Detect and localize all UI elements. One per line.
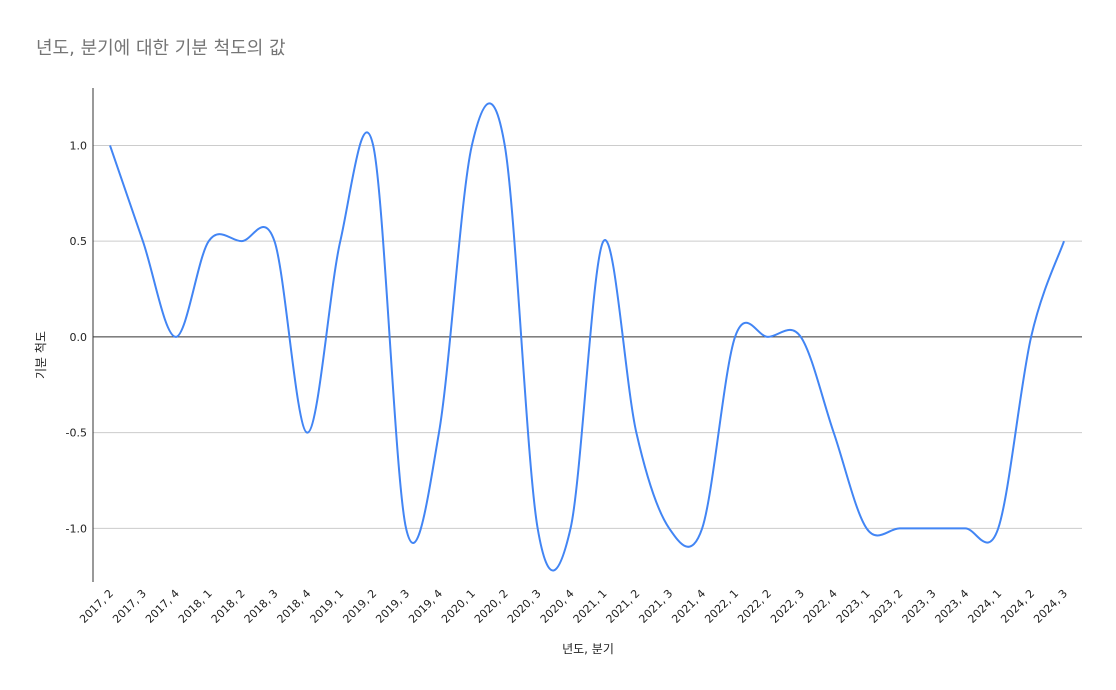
x-tick-label: 2017, 4 [143,587,182,626]
x-tick-label: 2023, 4 [933,587,972,626]
x-tick-label: 2019, 2 [340,587,379,626]
x-tick-label: 2024, 3 [1031,587,1070,626]
y-tick-label: -1.0 [66,522,87,535]
x-tick-label: 2022, 3 [768,587,807,626]
y-tick-label: 0.5 [70,235,88,248]
chart-title: 년도, 분기에 대한 기분 척도의 값 [36,38,286,59]
x-tick-label: 2024, 1 [965,587,1004,626]
y-tick-label: 0.0 [70,331,88,344]
gridlines [93,144,1082,529]
x-tick-label: 2018, 2 [209,587,248,626]
y-tick-labels: 1.0 0.5 0.0 -0.5 -1.0 [66,139,87,535]
x-tick-label: 2017, 3 [110,587,149,626]
x-tick-label: 2020, 1 [439,587,478,626]
y-tick-label: 1.0 [70,139,88,152]
x-tick-label: 2021, 3 [636,587,675,626]
x-tick-label: 2022, 1 [702,587,741,626]
x-tick-label: 2019, 3 [373,587,412,626]
x-tick-label: 2022, 2 [735,587,774,626]
x-tick-label: 2021, 1 [571,587,610,626]
x-tick-label: 2019, 4 [406,587,445,626]
x-tick-label: 2020, 4 [538,587,577,626]
y-axis-label: 기분 척도 [34,331,48,379]
x-tick-label: 2017, 2 [77,587,116,626]
x-tick-label: 2024, 2 [998,587,1037,626]
x-tick-label: 2022, 4 [801,587,840,626]
x-tick-label: 2018, 3 [242,587,281,626]
x-tick-label: 2020, 3 [505,587,544,626]
x-tick-label: 2023, 1 [834,587,873,626]
x-tick-label: 2021, 4 [669,587,708,626]
y-tick-label: -0.5 [66,427,87,440]
x-tick-label: 2020, 2 [472,587,511,626]
x-tick-label: 2021, 2 [604,587,643,626]
x-tick-label: 2019, 1 [308,587,347,626]
x-axis-label: 년도, 분기 [562,642,614,656]
x-tick-label: 2023, 3 [900,587,939,626]
series-line [109,102,1065,572]
x-tick-label: 2018, 4 [275,587,314,626]
x-tick-label: 2023, 2 [867,587,906,626]
x-tick-label: 2018, 1 [176,587,215,626]
